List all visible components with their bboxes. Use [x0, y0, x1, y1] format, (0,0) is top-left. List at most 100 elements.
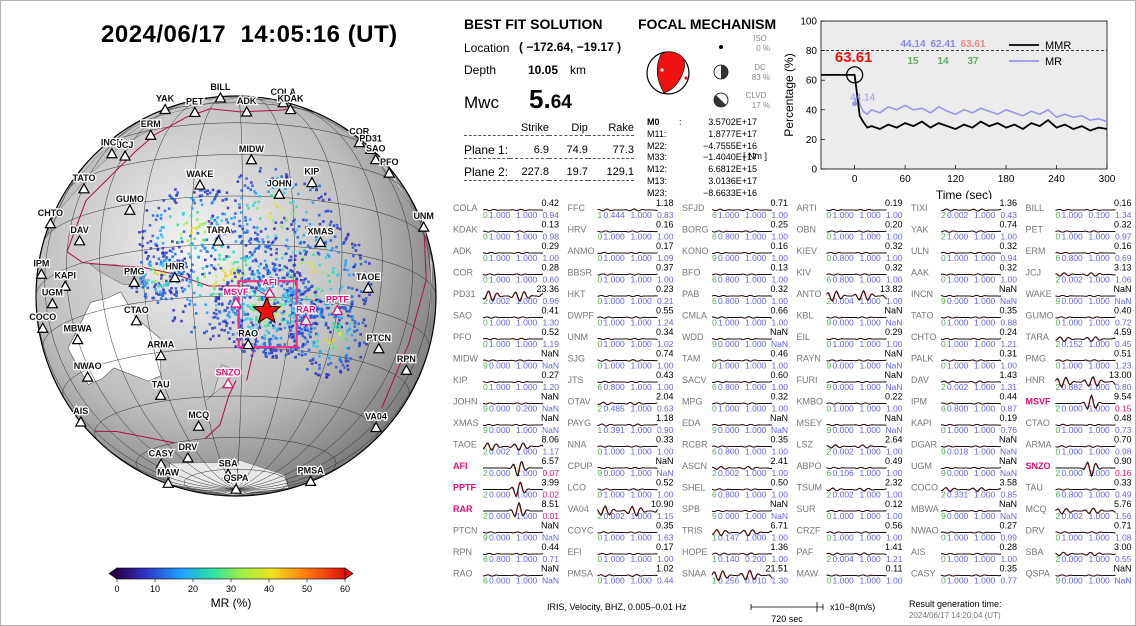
series-line-mr [853, 92, 1108, 123]
station-ratio: 1.000 [718, 404, 740, 414]
colorbar-high-arrow [344, 567, 354, 580]
station-ratio-value: 1.00 [657, 490, 674, 500]
station-level: 6 [598, 382, 603, 392]
station-name: MBWA [911, 504, 939, 514]
station-amplitude: NaN [999, 499, 1017, 509]
station-amplitude: 2.04 [656, 392, 674, 402]
station-amplitude: 1.18 [656, 413, 674, 423]
station-ratio-value: 1.09 [657, 253, 674, 263]
station-weight: 1.000 [1089, 296, 1111, 306]
station-weight: 1.000 [1089, 232, 1111, 242]
station-triangle-icon [222, 468, 235, 479]
observed-waveform [826, 444, 887, 449]
station-triangle-icon [193, 178, 206, 190]
station-ratio: 0.444 [604, 210, 626, 220]
observed-waveform [711, 509, 773, 513]
station-name: FURI [797, 375, 818, 385]
observed-waveform [940, 466, 1002, 470]
station-ratio: 1.000 [604, 253, 626, 263]
station-cell: UNM 0.340 1.000 1.000 1.02 [568, 327, 674, 349]
focal-title: FOCAL MECHANISM [638, 16, 777, 32]
station-ratio-value: NaN [1000, 296, 1017, 306]
station-weight: 1.000 [974, 490, 996, 500]
station-cell: CHTO 0.240 1.000 1.000 1.21 [911, 327, 1017, 349]
station-cell: LSZ 2.64 2 0.002 1.000 1.00 [797, 435, 903, 457]
station-cell: OBN 0.200 1.000 1.000 1.00 [797, 220, 903, 242]
station-triangle-icon [181, 451, 194, 463]
station-ratio-value: 1.00 [771, 490, 788, 500]
station-weight: 1.000 [974, 361, 996, 371]
observed-waveform [711, 273, 773, 276]
station-ratio-value: 1.00 [886, 253, 903, 263]
station-label: KIP [304, 167, 319, 177]
station-ratio-value: NaN [656, 468, 673, 478]
stat-bottom: 15 [907, 56, 919, 67]
station-ratio: 0.800 [718, 447, 740, 457]
observed-waveform [597, 445, 658, 448]
station-ratio-value: 0.45 [1115, 339, 1132, 349]
station-name: AFI [453, 461, 468, 471]
observed-waveform [482, 531, 544, 534]
observed-waveform [711, 208, 773, 212]
station-amplitude: 5.76 [1114, 499, 1132, 509]
observed-waveform [1055, 376, 1116, 389]
station-amplitude: 13.00 [1109, 370, 1132, 380]
station-ratio: 0.800 [718, 275, 740, 285]
station-weight: 1.000 [516, 576, 538, 586]
station-weight: 1.000 [631, 490, 653, 500]
station-triangle-icon [162, 477, 175, 488]
observed-waveform [711, 251, 772, 255]
station-name: WDD [682, 332, 704, 342]
station-cell: PALK 0.310 1.000 1.000 1.00 [911, 349, 1017, 371]
station-ratio: 0.800 [1062, 490, 1084, 500]
station-amplitude: 3.99 [541, 478, 559, 488]
station-level: 0 [941, 554, 946, 564]
station-weight: 1.000 [631, 511, 653, 521]
station-name: SAO [453, 311, 472, 321]
station-amplitude: 0.70 [1114, 435, 1132, 445]
observed-waveform [482, 290, 544, 303]
station-triangle-icon [130, 314, 143, 326]
station-cell: JTS 0.43 6 0.800 1.000 1.00 [568, 370, 674, 392]
station-name: ANMO [568, 246, 595, 256]
station-triangle-icon [105, 147, 118, 159]
moment-row: M13: 3.0136E+17 [647, 176, 757, 188]
station-ratio: 0.000 [833, 382, 855, 392]
observed-waveform [597, 466, 658, 470]
station-triangle-icon [245, 153, 258, 165]
station-weight: 1.000 [745, 382, 767, 392]
station-label: MCQ [188, 410, 209, 420]
station-weight: 1.000 [1089, 447, 1111, 457]
stat-top: 44.14 [900, 39, 925, 50]
observed-waveform [482, 337, 544, 341]
stat-bottom: 14 [937, 56, 949, 67]
station-label: IPM [33, 258, 49, 268]
observed-waveform [826, 273, 887, 276]
station-ratio: 0.106 [833, 468, 855, 478]
station-ratio: 0.002 [604, 511, 626, 521]
station-cell: AFI 6.57 2 0.000 1.000 0.07 [453, 456, 559, 478]
station-ratio: 1.000 [833, 576, 855, 586]
station-label: JOHN [267, 178, 292, 188]
iso-name: ISO [753, 34, 767, 43]
station-level: 0 [483, 339, 488, 349]
station-ratio-value: 0.21 [657, 296, 674, 306]
result-time-value: 2024/06/17 14:20:04 (UT) [909, 611, 1001, 620]
station-weight: 1.000 [745, 339, 767, 349]
search-area-box [237, 280, 298, 349]
observed-waveform [940, 337, 1002, 341]
station-ratio-value: 1.00 [886, 275, 903, 285]
station-weight: 1.000 [631, 447, 653, 457]
station-level: 2 [827, 554, 832, 564]
mw-value-main: 5. [529, 84, 551, 114]
station-name: SFJD [682, 203, 705, 213]
station-amplitude: 0.20 [885, 220, 903, 230]
station-amplitude: 0.44 [541, 542, 559, 552]
peak-label: 63.61 [835, 49, 873, 66]
station-ratio-value: 0.87 [1000, 404, 1017, 414]
